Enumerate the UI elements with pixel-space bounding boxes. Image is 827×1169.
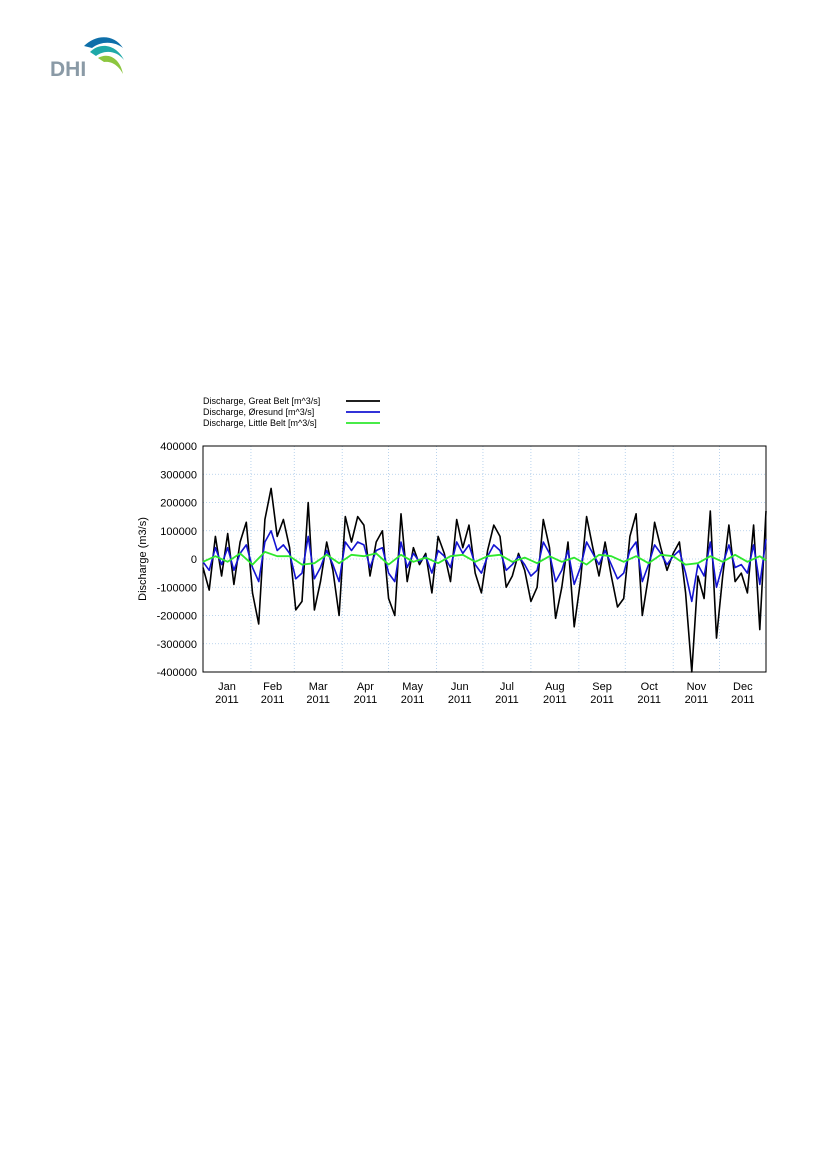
logo-wave-green	[98, 55, 123, 74]
series-line-1	[202, 529, 767, 603]
y-tick-label: -200000	[157, 611, 197, 623]
x-tick-year: 2011	[215, 694, 239, 706]
legend-label: Discharge, Little Belt [m^3/s]	[203, 418, 317, 428]
legend-label: Discharge, Great Belt [m^3/s]	[203, 396, 320, 406]
x-tick-month: Jan	[218, 681, 236, 693]
x-tick-year: 2011	[590, 694, 614, 706]
y-tick-label: -300000	[157, 639, 197, 651]
x-axis: Jan2011Feb2011Mar2011Apr2011May2011Jun20…	[215, 681, 754, 706]
plot-area	[202, 445, 767, 673]
x-tick-year: 2011	[685, 694, 709, 706]
x-tick-month: Oct	[641, 681, 658, 693]
x-tick-month: Apr	[357, 681, 374, 693]
y-tick-label: -400000	[157, 667, 197, 679]
x-tick-month: Aug	[545, 681, 565, 693]
x-tick-month: May	[402, 681, 423, 693]
legend-label: Discharge, Øresund [m^3/s]	[203, 407, 314, 417]
y-tick-label: -100000	[157, 582, 197, 594]
y-tick-label: 200000	[160, 498, 197, 510]
series-line-0	[202, 487, 767, 673]
chart-legend: Discharge, Great Belt [m^3/s]Discharge, …	[203, 396, 380, 428]
x-tick-year: 2011	[495, 694, 519, 706]
x-tick-year: 2011	[261, 694, 285, 706]
chart-series	[202, 487, 767, 673]
logo-wave-dark	[84, 37, 123, 48]
x-tick-year: 2011	[401, 694, 425, 706]
x-tick-month: Mar	[309, 681, 328, 693]
y-tick-label: 300000	[160, 469, 197, 481]
y-tick-label: 0	[191, 554, 197, 566]
y-tick-label: 400000	[160, 441, 197, 453]
x-tick-year: 2011	[306, 694, 330, 706]
logo-wave-teal	[90, 45, 124, 60]
x-tick-month: Jul	[500, 681, 514, 693]
x-tick-month: Jun	[451, 681, 469, 693]
chart-grid	[203, 446, 766, 672]
x-tick-year: 2011	[448, 694, 472, 706]
x-tick-year: 2011	[637, 694, 661, 706]
x-tick-month: Dec	[733, 681, 753, 693]
y-axis: 400000 300000 200000 100000 0 -100000 -200000 -…	[157, 441, 197, 679]
dhi-logo: DHI	[50, 37, 124, 80]
y-tick-label: 100000	[160, 526, 197, 538]
series-line-2	[202, 551, 767, 566]
x-tick-year: 2011	[731, 694, 755, 706]
y-axis-label: Discharge (m3/s)	[137, 517, 149, 601]
x-tick-year: 2011	[354, 694, 378, 706]
logo-text: DHI	[50, 58, 86, 80]
x-tick-month: Nov	[687, 681, 707, 693]
x-tick-month: Sep	[592, 681, 612, 693]
x-tick-year: 2011	[543, 694, 567, 706]
x-tick-month: Feb	[263, 681, 282, 693]
